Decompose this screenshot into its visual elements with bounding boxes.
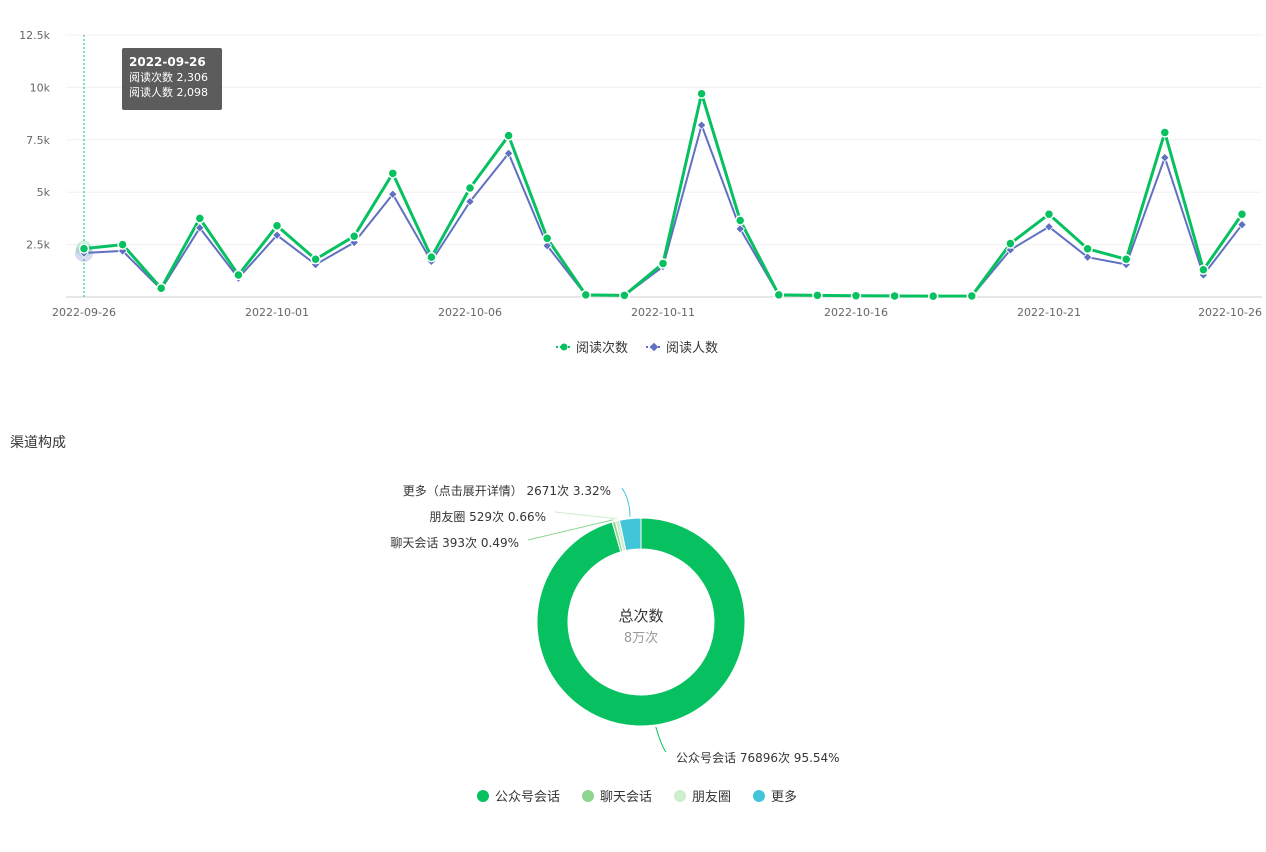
donut-leader-line-1 xyxy=(527,519,614,541)
legend-dot-chat xyxy=(582,789,595,802)
legend-dot-official-account xyxy=(477,789,489,802)
y-tick-label: 12.5k xyxy=(19,29,50,42)
y-tick-label: 10k xyxy=(30,81,51,94)
y-tick-label: 2.5k xyxy=(26,239,50,252)
donut-label-2: 朋友圈 529次 0.66% xyxy=(429,510,546,524)
donut-center-title: 总次数 xyxy=(618,607,663,625)
point-reads xyxy=(426,251,437,263)
y-tick-label: 7.5k xyxy=(26,134,50,147)
tooltip-reads: 阅读次数 2,306 xyxy=(129,71,208,84)
line-chart-tooltip: 2022-09-26 阅读次数 2,306 阅读人数 2,098 xyxy=(122,48,222,110)
legend-marker-readers xyxy=(646,342,663,351)
donut-label-1: 聊天会话 393次 0.49% xyxy=(390,536,519,550)
point-reads xyxy=(773,289,785,301)
x-tick-label: 2022-10-21 xyxy=(1017,306,1081,319)
point-reads xyxy=(1005,238,1016,249)
point-readers xyxy=(1044,221,1054,232)
point-readers xyxy=(387,189,398,200)
line-chart: 2.5k 5k 7.5k 10k 12.5k 2022-09-26 2022-10-01 20… xyxy=(19,29,1262,319)
point-readers xyxy=(542,240,553,251)
line-chart-legend: 阅读次数 阅读人数 xyxy=(556,337,718,356)
x-tick-label: 2022-10-06 xyxy=(438,306,502,319)
legend-label-reads: 阅读次数 xyxy=(576,341,629,356)
point-reads xyxy=(503,130,514,141)
donut-label-0: 公众号会话 76896次 95.54% xyxy=(676,751,840,765)
donut-chart-legend: 公众号会话 聊天会话 朋友圈 更多 xyxy=(477,786,797,805)
legend-dot-moments xyxy=(674,789,687,802)
donut-leader-line-2 xyxy=(554,511,617,520)
point-reads xyxy=(310,254,321,265)
legend-label-more: 更多 xyxy=(771,790,798,805)
legend-label-chat: 聊天会话 xyxy=(600,790,653,805)
point-reads xyxy=(1236,208,1248,220)
donut-slice-2 xyxy=(614,519,627,552)
point-readers xyxy=(1237,219,1247,230)
legend-label-moments: 朋友圈 xyxy=(692,790,732,805)
x-tick-label: 2022-09-26 xyxy=(52,306,116,319)
legend-item-official-account[interactable]: 公众号会话 xyxy=(477,786,560,805)
point-reads xyxy=(233,269,244,281)
channel-section-title: 渠道构成 xyxy=(10,435,66,451)
point-reads xyxy=(927,290,939,302)
point-reads xyxy=(1120,254,1132,265)
point-readers xyxy=(465,196,475,207)
legend-item-chat[interactable]: 聊天会话 xyxy=(582,786,652,805)
point-reads xyxy=(619,290,630,301)
point-readers xyxy=(1159,152,1170,163)
donut-slice-1 xyxy=(611,520,624,553)
point-readers xyxy=(272,230,282,240)
x-tick-label: 2022-10-11 xyxy=(631,306,695,319)
x-tick-label: 2022-10-01 xyxy=(245,306,309,319)
point-readers xyxy=(1082,252,1093,262)
point-reads xyxy=(966,290,978,302)
point-reads xyxy=(387,168,399,179)
point-reads xyxy=(580,289,592,301)
legend-item-readers[interactable]: 阅读人数 xyxy=(646,337,718,356)
point-reads xyxy=(850,290,862,301)
point-reads xyxy=(78,243,90,254)
donut-slice-0 xyxy=(536,517,746,727)
point-readers xyxy=(503,148,514,159)
legend-marker-reads xyxy=(556,343,572,350)
donut-leader-line-3 xyxy=(621,487,631,517)
x-tick-label: 2022-10-16 xyxy=(824,306,888,319)
legend-item-reads[interactable]: 阅读次数 xyxy=(556,337,628,356)
point-reads xyxy=(1159,127,1171,138)
point-reads xyxy=(657,258,669,269)
point-reads xyxy=(734,215,746,226)
point-readers xyxy=(194,223,205,233)
point-reads xyxy=(541,233,553,244)
legend-item-more[interactable]: 更多 xyxy=(753,786,797,805)
point-reads xyxy=(812,290,823,301)
point-readers xyxy=(735,224,746,234)
point-reads xyxy=(1043,208,1055,220)
donut-leader-line-0 xyxy=(655,726,667,753)
point-readers xyxy=(696,120,707,130)
point-reads xyxy=(696,88,707,99)
point-reads xyxy=(1082,243,1093,255)
legend-item-moments[interactable]: 朋友圈 xyxy=(674,786,731,805)
legend-dot-more xyxy=(753,789,766,802)
donut-slice-3 xyxy=(618,517,642,552)
legend-label-readers: 阅读人数 xyxy=(666,341,719,356)
point-reads xyxy=(194,213,206,224)
point-reads xyxy=(348,230,360,242)
legend-label-official-account: 公众号会话 xyxy=(495,790,561,805)
point-reads xyxy=(1198,264,1209,276)
point-reads xyxy=(155,282,167,294)
donut-label-3: 更多（点击展开详情） 2671次 3.32% xyxy=(403,483,611,498)
point-reads xyxy=(117,239,128,250)
tooltip-readers: 阅读人数 2,098 xyxy=(129,86,208,99)
x-tick-label: 2022-10-26 xyxy=(1198,306,1262,319)
tooltip-date: 2022-09-26 xyxy=(129,55,206,69)
y-tick-label: 5k xyxy=(37,186,51,199)
point-reads xyxy=(889,290,900,302)
point-reads xyxy=(464,182,476,194)
point-reads xyxy=(271,220,283,231)
donut-center-value: 8万次 xyxy=(624,630,658,646)
